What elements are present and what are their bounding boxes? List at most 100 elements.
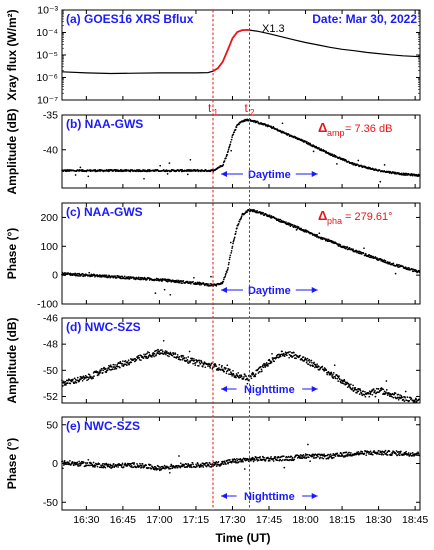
data-point — [61, 460, 64, 463]
data-point — [101, 466, 103, 469]
data-point — [69, 460, 71, 462]
data-point — [404, 174, 407, 176]
data-point — [413, 173, 416, 176]
data-point — [79, 463, 82, 466]
period-label: Nighttime — [244, 491, 295, 503]
data-point — [151, 354, 154, 357]
data-point — [181, 358, 184, 361]
data-point — [138, 357, 141, 359]
data-point — [391, 452, 394, 455]
y-axis-label: Xray flux (W/m²) — [5, 9, 19, 100]
data-point — [215, 365, 218, 367]
data-point — [194, 281, 197, 284]
y-tick-label: 100 — [40, 241, 58, 253]
x-tick-label: 16:30 — [73, 514, 99, 526]
data-point — [313, 361, 315, 364]
data-point — [288, 356, 290, 359]
data-point — [268, 214, 271, 217]
data-point — [383, 259, 386, 261]
data-point — [397, 393, 400, 396]
data-point — [104, 367, 107, 370]
data-point — [65, 461, 67, 464]
data-point — [304, 357, 307, 359]
data-point — [227, 462, 229, 465]
period-arrowhead — [311, 493, 318, 499]
data-point — [158, 350, 161, 353]
data-point — [318, 453, 321, 456]
data-point — [315, 145, 318, 148]
x-tick-label: 17:30 — [219, 514, 245, 526]
data-point — [113, 368, 116, 370]
data-point — [163, 288, 166, 291]
data-point — [343, 380, 346, 383]
period-arrowhead — [220, 386, 227, 392]
data-point — [145, 355, 148, 358]
data-point — [229, 241, 232, 244]
data-point — [322, 457, 325, 460]
data-point — [189, 168, 191, 171]
data-point — [140, 278, 143, 281]
data-point — [101, 371, 104, 374]
y-tick-label: 10⁻⁵ — [36, 50, 58, 62]
data-point — [222, 280, 225, 283]
data-point — [108, 365, 111, 368]
series-points — [61, 443, 421, 474]
data-point — [224, 275, 226, 278]
data-point — [325, 369, 328, 372]
data-point — [194, 466, 197, 469]
data-point — [332, 377, 335, 379]
data-point — [234, 128, 237, 131]
data-point — [404, 396, 407, 399]
data-point — [361, 394, 364, 397]
data-point — [293, 458, 296, 461]
data-point — [168, 355, 170, 358]
data-point — [236, 459, 239, 462]
data-point — [331, 457, 334, 459]
data-point — [225, 155, 228, 158]
data-point — [351, 161, 354, 164]
data-point — [102, 466, 105, 469]
data-point — [229, 254, 232, 257]
data-point — [417, 452, 420, 455]
data-point — [211, 362, 213, 365]
data-point — [64, 463, 66, 466]
data-point — [318, 232, 321, 235]
data-point — [383, 164, 386, 166]
data-point — [407, 453, 410, 456]
data-point — [368, 395, 371, 398]
data-point — [332, 454, 334, 457]
panel-d: -46 -48 -50 -52 Amplitude (dB) (d) NWC-SZS Nig… — [5, 313, 421, 404]
data-point — [256, 458, 258, 461]
data-point — [224, 274, 227, 276]
data-point — [209, 466, 212, 468]
data-point — [188, 350, 191, 353]
data-point — [132, 466, 135, 469]
data-point — [357, 390, 360, 393]
data-point — [237, 223, 240, 225]
data-point — [332, 240, 334, 243]
data-point — [186, 358, 189, 361]
data-point — [348, 451, 350, 454]
y-tick-label: 0 — [52, 270, 58, 282]
data-point — [127, 359, 130, 362]
data-point — [291, 456, 294, 459]
data-point — [369, 450, 372, 453]
data-point — [271, 352, 273, 355]
data-point — [139, 462, 141, 465]
data-point — [193, 358, 195, 360]
data-point — [325, 454, 327, 457]
data-point — [225, 272, 227, 275]
data-point — [168, 278, 171, 281]
data-point — [398, 450, 400, 453]
data-point — [254, 459, 256, 461]
data-point — [97, 373, 100, 376]
data-point — [87, 378, 90, 381]
data-point — [247, 379, 250, 382]
data-point — [305, 358, 308, 361]
data-point — [279, 458, 282, 461]
data-point — [359, 388, 361, 390]
data-point — [241, 458, 244, 461]
data-point — [330, 454, 333, 457]
data-point — [87, 175, 90, 178]
data-point — [211, 465, 213, 467]
